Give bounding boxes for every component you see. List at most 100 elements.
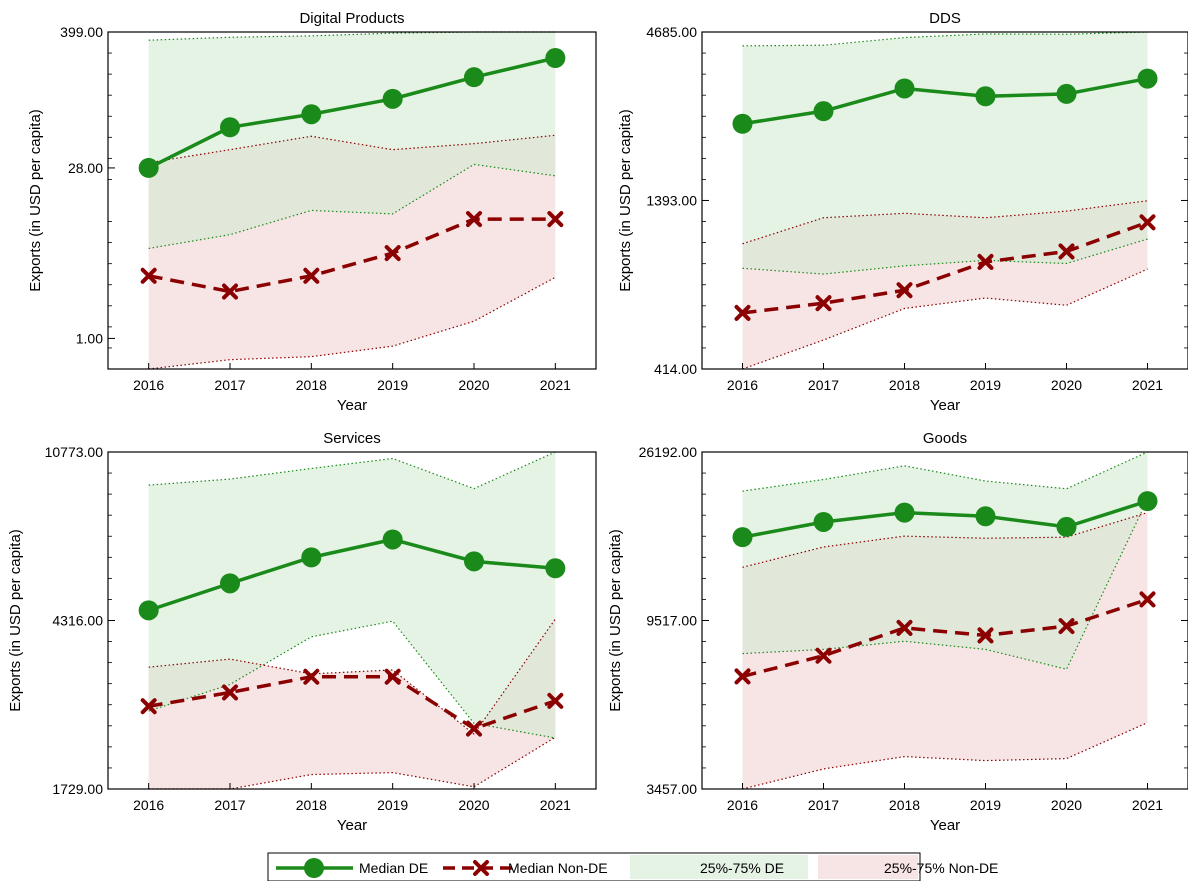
median-nonde-point (384, 245, 401, 262)
band-de-lower (148, 620, 556, 739)
x-tick-label: 2019 (970, 377, 1001, 393)
median-nonde-point (303, 267, 320, 284)
median-nonde-point (896, 282, 913, 299)
x-tick-label: 2020 (1051, 377, 1082, 393)
legend-frame (267, 852, 921, 881)
x-tick-label: 2016 (133, 377, 164, 393)
median-de-line (148, 537, 556, 613)
band-de-upper (148, 451, 556, 490)
chart-panels: 2016 2017 2018 2019 2020 2021 1.00 28.00 399.00 D… (7, 10, 1188, 834)
x-tick-label: 2019 (377, 797, 408, 813)
median-nonde-point (466, 720, 482, 737)
median-nonde-point (1139, 591, 1156, 608)
legend-band-nonde-swatch (818, 855, 918, 879)
x-axis-label: Year (930, 817, 960, 834)
median-de-point (1056, 516, 1077, 537)
x-tick-label: 2018 (889, 377, 920, 393)
y-tick-label: 1393.00 (646, 192, 697, 208)
y-tick-label: 4316.00 (52, 612, 103, 628)
median-nonde-point (303, 668, 320, 685)
median-nonde-point (734, 304, 751, 321)
band-nonde-upper (148, 618, 556, 735)
median-nonde-point (547, 211, 564, 228)
legend-band-de-swatch (630, 855, 808, 879)
x-tick-label: 2019 (377, 377, 408, 393)
median-de-point (464, 551, 484, 572)
median-de-point (732, 527, 753, 548)
y-tick-label: 9517.00 (646, 612, 697, 628)
x-tick-label: 2017 (214, 797, 245, 813)
x-tick-label: 2017 (808, 797, 839, 813)
median-nonde-point (977, 627, 994, 644)
band-nonde (148, 619, 556, 789)
median-nonde-point (1139, 214, 1156, 231)
median-nonde-point (466, 211, 482, 228)
panel-title: Services (323, 430, 381, 447)
median-nonde-point (140, 698, 157, 715)
median-nonde-line (148, 675, 556, 731)
median-de-point (732, 113, 753, 134)
x-tick-label: 2021 (1132, 377, 1163, 393)
x-tick-label: 2018 (296, 797, 327, 813)
median-de-point (220, 573, 240, 594)
y-tick-label: 399.00 (60, 24, 103, 40)
median-de-point (975, 86, 996, 107)
chart-panel-0: 2016 2017 2018 2019 2020 2021 1.00 28.00 399.00 D… (27, 10, 597, 414)
x-axis-label: Year (930, 397, 960, 414)
median-de-point (545, 558, 566, 579)
chart-panel-3: 2016 2017 2018 2019 2020 2021 3457.00 9517.00 26… (607, 430, 1188, 834)
chart-panel-2: 2016 2017 2018 2019 2020 2021 1729.00 4316.00 10… (7, 430, 597, 834)
x-tick-label: 2017 (808, 377, 839, 393)
x-tick-label: 2018 (296, 377, 327, 393)
median-nonde-line (742, 597, 1149, 679)
band-de-upper (742, 451, 1148, 492)
median-de-point (220, 117, 240, 138)
axes-frame (107, 31, 597, 370)
median-de-point (382, 529, 403, 550)
x-tick-label: 2017 (214, 377, 245, 393)
median-de-point (301, 104, 322, 125)
median-de-line (742, 499, 1149, 539)
band-nonde-lower (148, 276, 556, 370)
legend-median-nonde-label: Median Non-DE (508, 860, 608, 876)
x-tick-label: 2016 (727, 377, 758, 393)
x-tick-label: 2020 (458, 377, 489, 393)
band-de (742, 452, 1148, 670)
band-de-lower (148, 163, 556, 250)
median-nonde-line (742, 220, 1149, 315)
median-nonde-point (977, 253, 994, 270)
median-de-point (1137, 68, 1158, 89)
panel-title: DDS (929, 10, 961, 27)
band-nonde-upper (742, 512, 1148, 568)
median-nonde-point (384, 668, 401, 685)
legend-band-de-label: 25%-75% DE (700, 860, 784, 876)
chart-panel-1: 2016 2017 2018 2019 2020 2021 414.00 1393.00 468… (617, 10, 1188, 414)
legend-median-nonde-marker (473, 860, 489, 876)
y-tick-label: 1.00 (76, 330, 103, 346)
median-de-point (138, 157, 159, 178)
median-nonde-point (896, 619, 913, 636)
median-de-point (545, 48, 566, 69)
y-tick-label: 414.00 (654, 361, 697, 377)
median-nonde-point (1058, 618, 1075, 635)
median-nonde-point (547, 692, 564, 709)
x-tick-label: 2021 (540, 377, 571, 393)
x-tick-label: 2021 (1132, 797, 1163, 813)
y-axis-label: Exports (in USD per capita) (617, 109, 634, 292)
median-nonde-point (222, 684, 238, 701)
y-axis-label: Exports (in USD per capita) (27, 109, 44, 292)
median-nonde-point (734, 668, 751, 685)
legend: Median DE Median Non-DE 25%-75% DE 25%-7… (267, 852, 998, 881)
legend-median-de-marker (304, 858, 324, 878)
median-nonde-line (148, 217, 556, 294)
x-tick-label: 2016 (727, 797, 758, 813)
median-de-line (742, 76, 1148, 126)
median-de-point (301, 547, 322, 568)
x-axis-label: Year (337, 817, 367, 834)
band-de (148, 32, 556, 249)
median-de-point (1056, 83, 1077, 104)
x-tick-label: 2020 (1051, 797, 1082, 813)
legend-median-de-label: Median DE (359, 860, 428, 876)
x-axis-label: Year (337, 397, 367, 414)
x-tick-label: 2016 (133, 797, 164, 813)
